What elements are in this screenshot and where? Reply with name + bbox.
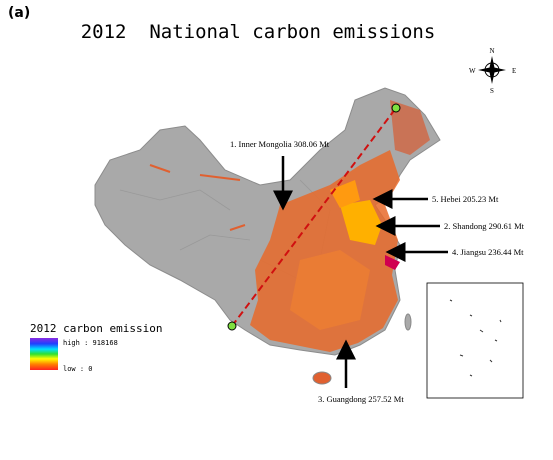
legend: 2012 carbon emission high : 918168 low :… (30, 322, 162, 373)
inset-islands (449, 299, 502, 377)
legend-colorbar (30, 338, 58, 370)
south-sea-inset (426, 282, 524, 399)
legend-low: low : 0 (63, 365, 93, 373)
compass-e: E (512, 67, 516, 75)
legend-high: high : 918168 (63, 339, 118, 347)
map-title: 2012 National carbon emissions (81, 21, 436, 43)
annotation: 5. Hebei 205.23 Mt (432, 194, 499, 204)
annotation: 2. Shandong 290.61 Mt (444, 221, 525, 231)
annotation: 4. Jiangsu 236.44 Mt (452, 247, 524, 257)
annotation: 3. Guangdong 257.52 Mt (318, 394, 404, 404)
compass-s: S (490, 87, 494, 95)
compass-w: W (469, 67, 476, 75)
china-map (94, 87, 441, 385)
annotation: 1. Inner Mongolia 308.06 Mt (230, 139, 330, 149)
annotations (273, 156, 448, 388)
panel-label: (a) (8, 5, 30, 21)
compass-n: N (489, 47, 494, 55)
compass: N E S W (469, 47, 516, 95)
legend-title: 2012 carbon emission (30, 322, 162, 335)
